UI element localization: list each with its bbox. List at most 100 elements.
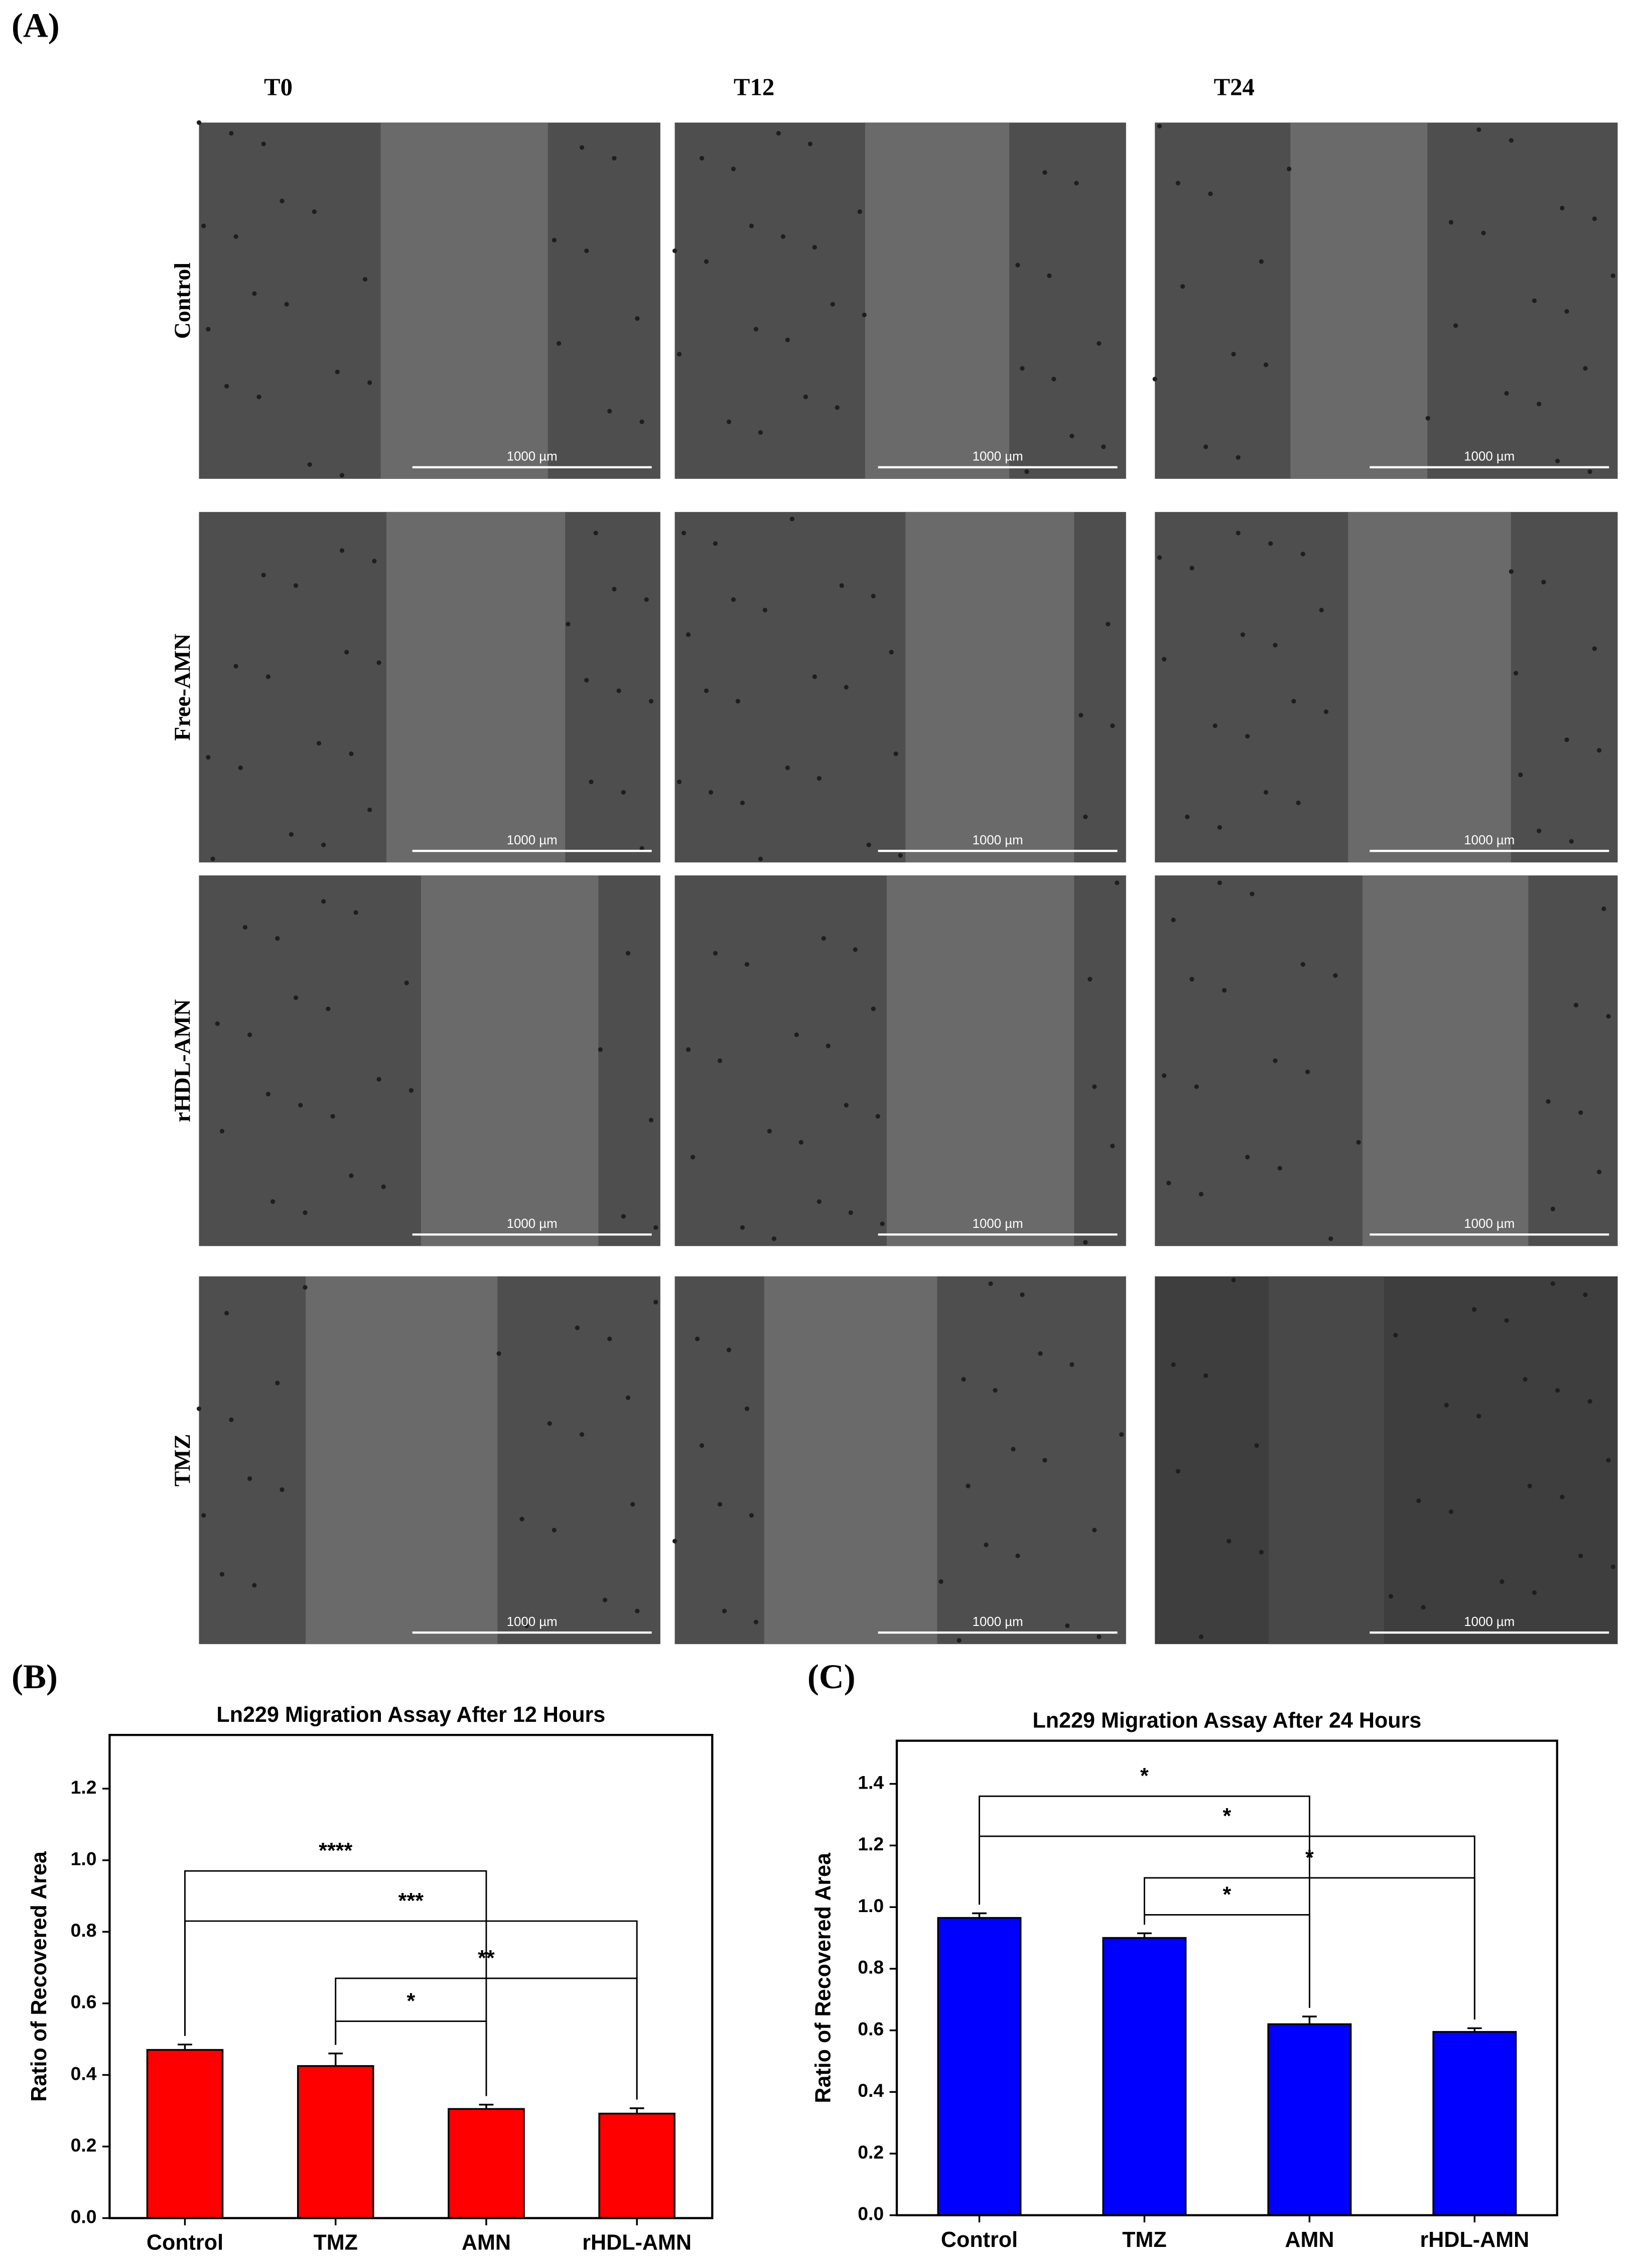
cell [1069, 1362, 1074, 1367]
cell [598, 1047, 603, 1052]
cell [252, 1583, 257, 1588]
y-tick-label: 0.6 [858, 2018, 884, 2039]
significance-label: * [406, 1989, 415, 2013]
cell [1250, 892, 1255, 897]
cell [404, 980, 409, 985]
cell [1047, 273, 1052, 278]
cell [839, 583, 844, 588]
cell [740, 800, 745, 805]
cell [589, 779, 594, 785]
significance-bracket [335, 2021, 487, 2096]
cell [749, 1513, 754, 1518]
cell [1115, 880, 1120, 886]
cell [938, 1579, 943, 1584]
cell [889, 650, 894, 655]
cell [552, 1528, 557, 1533]
cell [1245, 1155, 1250, 1160]
cell [686, 1047, 691, 1052]
cell [862, 312, 867, 317]
y-tick-label: 1.0 [71, 1848, 97, 1869]
cell [206, 327, 211, 332]
cell [1504, 1318, 1509, 1323]
cell [242, 925, 248, 930]
cell [1587, 1399, 1592, 1404]
cell [367, 807, 372, 812]
chart-title: Ln229 Migration Assay After 24 Hours [1033, 1709, 1422, 1733]
cell [1305, 1069, 1310, 1074]
bar [297, 2065, 374, 2219]
cell [898, 853, 903, 858]
cell [1203, 1373, 1208, 1378]
cell [1453, 323, 1458, 328]
x-tick-label: Control [147, 2231, 223, 2255]
cell [367, 380, 372, 385]
cell [1527, 1483, 1532, 1488]
cell [1015, 1553, 1020, 1558]
y-tick-label: 0.8 [71, 1920, 97, 1941]
column-label: T12 [734, 73, 774, 100]
cell [1509, 569, 1514, 574]
charts: (B) Ln229 Migration Assay After 12 Hours R… [12, 1658, 1558, 2255]
cell [1254, 1443, 1259, 1448]
cell [1504, 391, 1509, 396]
cell [744, 962, 750, 967]
cell [1119, 1432, 1124, 1437]
cell [630, 1502, 635, 1507]
cell [1425, 416, 1430, 421]
cell [699, 156, 705, 161]
cell [303, 1285, 308, 1290]
cell [1106, 621, 1111, 626]
cell [1550, 1206, 1555, 1211]
cell [1020, 1292, 1025, 1297]
x-tick-label: TMZ [1122, 2228, 1167, 2252]
cell [1444, 1403, 1449, 1408]
cell [584, 678, 589, 683]
cell [275, 936, 280, 941]
cell [625, 951, 631, 956]
cell [1541, 579, 1546, 585]
cell [265, 674, 271, 679]
cell [1273, 1058, 1278, 1063]
cell [575, 1325, 580, 1330]
cell [376, 1077, 381, 1082]
bar [1267, 2023, 1352, 2216]
cell [1583, 366, 1588, 371]
cell [339, 548, 345, 553]
cell [344, 650, 349, 655]
cell [1389, 1594, 1394, 1599]
cell [1240, 632, 1246, 637]
cell [233, 664, 238, 669]
y-tick-label: 0.4 [71, 2063, 97, 2084]
cell [201, 223, 206, 228]
scale-bar-label: 1000 µm [973, 833, 1023, 847]
cell [644, 597, 649, 602]
cell [1185, 814, 1190, 819]
cell [1101, 444, 1106, 449]
cell [1259, 1550, 1264, 1555]
cell [758, 856, 763, 861]
cell [789, 517, 794, 522]
cell [699, 1443, 705, 1448]
cell [1259, 259, 1264, 264]
micrograph [1155, 1276, 1618, 1645]
row-label: rHDL-AMN [169, 999, 195, 1122]
cell [229, 1417, 234, 1422]
cell [524, 1623, 529, 1628]
wound-gap [886, 875, 1074, 1246]
cell [1273, 643, 1278, 648]
cell [875, 1114, 880, 1119]
cell [1532, 298, 1537, 303]
cell [215, 1021, 220, 1026]
cell [256, 395, 261, 400]
cell [353, 910, 358, 915]
cell [616, 688, 621, 693]
x-tick-label: TMZ [313, 2231, 358, 2255]
wound-gap [1290, 122, 1428, 479]
cell [233, 234, 238, 239]
cell [1592, 216, 1597, 221]
cell [961, 1377, 966, 1382]
cell [1042, 170, 1047, 175]
cell [722, 1608, 727, 1613]
cell [1560, 205, 1565, 211]
